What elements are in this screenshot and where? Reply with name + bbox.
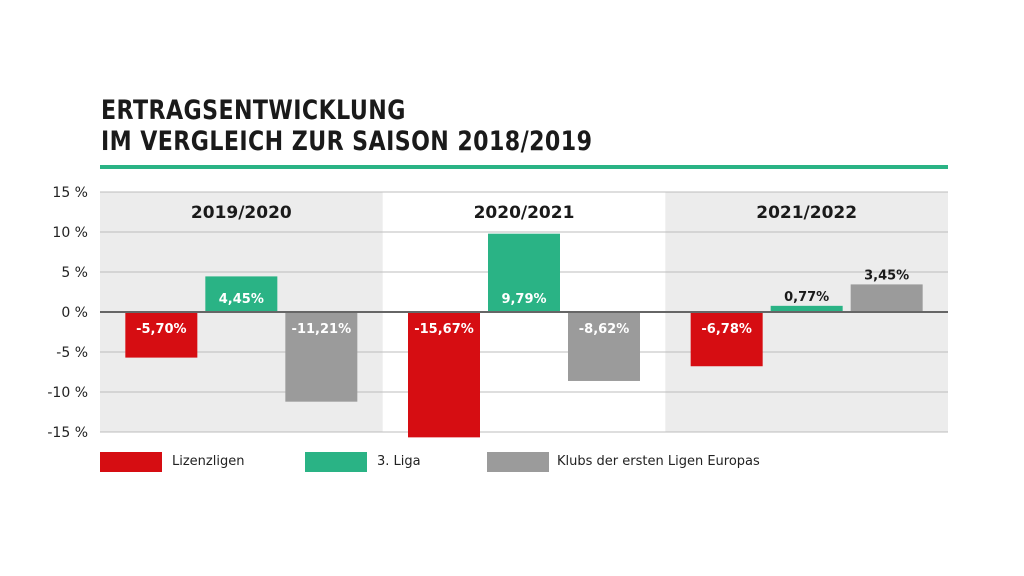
data-label: -8,62%: [579, 322, 630, 337]
legend-item-3-liga: 3. Liga: [305, 452, 465, 472]
bar-europa: [568, 312, 640, 381]
y-tick-label: -5 %: [56, 345, 88, 361]
data-label: 3,45%: [864, 268, 909, 283]
bar-3-liga: [488, 233, 560, 312]
title-accent-rule: [100, 165, 948, 169]
legend-swatch-lizenzligen: [100, 452, 162, 472]
category-label: 2020/2021: [474, 203, 575, 223]
data-label: 4,45%: [219, 292, 264, 307]
legend-label-europa: Klubs der ersten Ligen Europas: [557, 454, 760, 469]
legend-label-3-liga: 3. Liga: [377, 454, 421, 469]
y-tick-label: 10 %: [52, 225, 88, 241]
chart-title-line-1: ERTRAGSENTWICKLUNG: [101, 95, 406, 126]
y-tick-label: -10 %: [47, 385, 88, 401]
bar-lizenzligen: [408, 312, 480, 438]
y-tick-label: 5 %: [61, 265, 88, 281]
data-label: -11,21%: [292, 322, 352, 337]
data-label: -6,78%: [701, 322, 752, 337]
category-label: 2021/2022: [756, 203, 857, 223]
bar-lizenzligen: [690, 312, 763, 367]
category-label: 2019/2020: [191, 203, 292, 223]
legend-swatch-europa: [487, 452, 549, 472]
bar-europa: [850, 284, 923, 312]
data-label: -5,70%: [136, 322, 187, 337]
data-label: 9,79%: [501, 292, 546, 307]
legend-item-lizenzligen: Lizenzligen: [100, 452, 260, 472]
data-label: -15,67%: [414, 322, 474, 337]
y-tick-label: 15 %: [52, 185, 88, 201]
legend-swatch-3-liga: [305, 452, 367, 472]
legend-item-europa: Klubs der ersten Ligen Europas: [487, 452, 787, 472]
bar-3-liga: [770, 305, 843, 312]
data-label: 0,77%: [784, 290, 829, 305]
y-tick-label: 0 %: [61, 305, 88, 321]
bar-lizenzligen: [125, 312, 198, 358]
y-tick-label: -15 %: [47, 425, 88, 441]
bar-europa: [285, 312, 358, 402]
bar-3-liga: [205, 276, 278, 312]
chart-title-line-2: IM VERGLEICH ZUR SAISON 2018/2019: [101, 126, 593, 157]
chart-title: ERTRAGSENTWICKLUNG IM VERGLEICH ZUR SAIS…: [101, 95, 592, 157]
legend-label-lizenzligen: Lizenzligen: [172, 454, 245, 469]
